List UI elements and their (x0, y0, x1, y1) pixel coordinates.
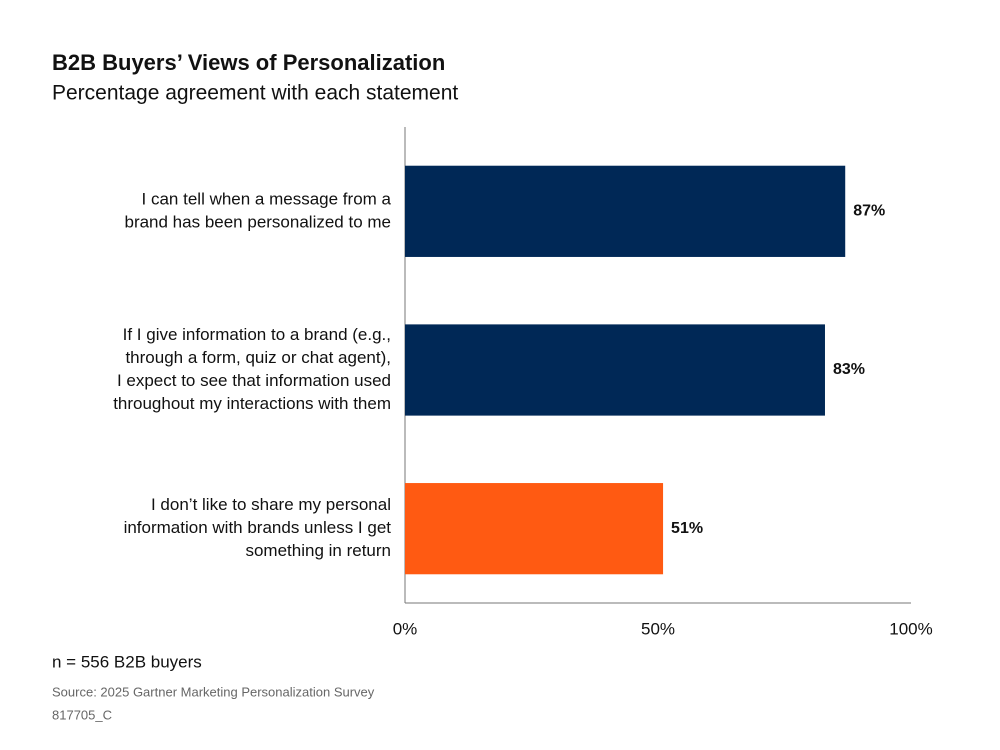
chart-title: B2B Buyers’ Views of Personalization (52, 50, 445, 75)
chart-id: 817705_C (52, 707, 112, 722)
x-tick-label: 50% (641, 619, 675, 638)
value-label: 51% (671, 520, 703, 537)
chart-subtitle: Percentage agreement with each statement (52, 82, 458, 105)
value-label: 87% (853, 203, 885, 220)
x-tick-label: 0% (393, 619, 418, 638)
category-label-line: through a form, quiz or chat agent), (125, 348, 391, 367)
category-label-line: I expect to see that information used (117, 371, 391, 390)
source: Source: 2025 Gartner Marketing Personali… (52, 684, 375, 699)
sample-note: n = 556 B2B buyers (52, 652, 202, 671)
value-label: 83% (833, 361, 865, 378)
category-label-line: information with brands unless I get (124, 518, 392, 537)
bar (405, 483, 664, 575)
category-label-line: If I give information to a brand (e.g., (123, 325, 391, 344)
category-label: I can tell when a message from a brand ha… (124, 189, 391, 231)
category-label-line: brand has been personalized to me (124, 212, 391, 231)
bar (405, 324, 825, 416)
category-label-line: something in return (245, 541, 391, 560)
category-label: I don’t like to share my personal informa… (124, 495, 392, 560)
category-label-line: I don’t like to share my personal (151, 495, 391, 514)
category-label-line: I can tell when a message from a (142, 189, 392, 208)
category-label-line: throughout my interactions with them (113, 394, 391, 413)
category-label: If I give information to a brand (e.g., t… (113, 325, 391, 413)
bar (405, 165, 846, 257)
x-tick-label: 100% (889, 619, 932, 638)
